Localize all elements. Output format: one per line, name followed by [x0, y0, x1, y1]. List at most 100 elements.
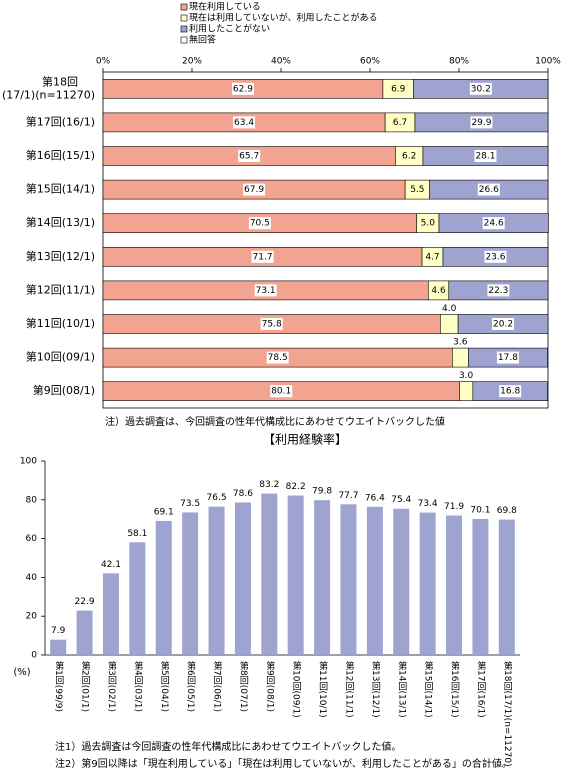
y-tick-label: 第13回(12/1) — [26, 249, 95, 263]
value-label-box — [474, 150, 497, 162]
y-tick-label: 第15回(14/1) — [26, 182, 95, 196]
bar — [261, 493, 278, 655]
value-label: 76.5 — [207, 493, 227, 503]
value-label: 62.9 — [233, 84, 253, 94]
bar-segment — [452, 347, 469, 368]
value-label-box — [251, 250, 274, 263]
bar — [234, 502, 251, 655]
y-tick-label: 第12回(11/1) — [26, 282, 95, 296]
x-tick-label: 第5回(04/1) — [159, 660, 170, 712]
value-label-box — [469, 82, 492, 95]
x-tick-label: 第9回(08/1) — [264, 660, 275, 712]
footnote: 注1）過去調査は今回調査の性年代構成比にあわせてウエイトバックした値。 — [55, 740, 401, 753]
y-tick-label: 100 — [20, 457, 37, 467]
value-label: 24.6 — [484, 219, 504, 229]
value-label-box — [492, 318, 515, 330]
x-tick-label: 第6回(05/1) — [185, 660, 196, 712]
bar — [393, 508, 410, 655]
value-label: 17.8 — [498, 353, 518, 363]
x-tick-label: 第12回(11/1) — [343, 660, 354, 718]
value-label: 42.1 — [101, 560, 121, 570]
x-tick-label: 20% — [182, 57, 202, 67]
y-tick-label: 第18回(17/1)(n=11270) — [2, 74, 95, 101]
footnote: 注2）第9回以降は「現在利用している」「現在は利用していないが、利用したことがあ… — [55, 757, 512, 770]
value-label-box — [266, 351, 289, 364]
legend-label: 現在利用している — [189, 1, 261, 13]
bar — [102, 573, 119, 655]
y-tick-label: 60 — [26, 534, 38, 544]
value-label: 70.1 — [470, 506, 490, 516]
value-label: 78.6 — [233, 489, 253, 499]
value-label-box — [248, 217, 271, 230]
value-label: 4.0 — [442, 304, 457, 314]
value-label: 4.7 — [425, 252, 439, 262]
value-label: 73.5 — [180, 499, 200, 509]
y-tick-label-line: (17/1)(n=11270) — [2, 88, 95, 101]
value-label: 71.9 — [444, 502, 464, 512]
value-label: 6.2 — [402, 152, 416, 162]
value-label-box — [496, 351, 519, 364]
value-label: 6.7 — [393, 118, 407, 128]
value-label: 71.7 — [253, 252, 273, 262]
value-label: 63.4 — [234, 118, 254, 128]
x-tick-label: 第11回(10/1) — [317, 660, 328, 718]
y-tick-label: 40 — [26, 573, 38, 583]
y-tick-label: 0 — [31, 651, 37, 661]
value-label-box — [484, 250, 507, 263]
bar — [50, 639, 67, 655]
y-tick-label-line: 第18回 — [42, 74, 78, 88]
value-label: 28.1 — [475, 152, 495, 162]
legend-swatch — [180, 36, 188, 44]
value-label: 7.9 — [51, 626, 66, 636]
value-label: 65.7 — [239, 152, 259, 162]
value-label-box — [487, 284, 510, 297]
value-label-box — [499, 385, 522, 398]
value-label: 80.1 — [271, 387, 291, 397]
bar — [287, 495, 304, 655]
value-label: 22.3 — [488, 286, 508, 296]
value-label: 79.8 — [312, 487, 332, 497]
value-label: 77.7 — [338, 491, 358, 501]
value-label: 16.8 — [500, 387, 520, 397]
value-label-box — [482, 217, 505, 230]
footnote: 注）過去調査は、今回調査の性年代構成比にあわせてウエイトバックした値 — [105, 415, 445, 428]
x-tick-label: 第18回(17/1)(n=11270) — [502, 660, 513, 767]
x-tick-label: 第3回(02/1) — [106, 660, 117, 712]
bar — [472, 519, 489, 655]
value-label-box — [477, 183, 500, 196]
value-label: 69.1 — [154, 507, 174, 517]
value-label: 30.2 — [471, 84, 491, 94]
x-tick-label: 第16回(15/1) — [449, 660, 460, 718]
bar — [366, 506, 383, 655]
value-label: 3.6 — [453, 338, 468, 348]
value-label: 69.8 — [497, 506, 517, 516]
y-tick-label: 80 — [26, 495, 38, 505]
x-tick-label: 80% — [449, 57, 469, 67]
value-label: 22.9 — [75, 597, 95, 607]
value-label: 26.6 — [479, 185, 499, 195]
x-tick-label: 第14回(13/1) — [396, 660, 407, 718]
x-tick-label: 第10回(09/1) — [291, 660, 302, 718]
bar-segment — [440, 314, 459, 334]
bar — [155, 520, 172, 655]
value-label: 29.9 — [471, 118, 491, 128]
value-label: 75.4 — [391, 495, 411, 505]
x-tick-label: 60% — [360, 57, 380, 67]
value-label: 73.1 — [256, 286, 276, 296]
bar — [498, 519, 515, 655]
bar-segment — [459, 381, 474, 402]
y-tick-label: 第9回(08/1) — [33, 383, 95, 397]
bar — [446, 515, 463, 655]
bar — [208, 506, 225, 655]
value-label: 6.9 — [391, 84, 406, 94]
value-label: 73.4 — [418, 499, 438, 509]
value-label-box — [243, 183, 266, 196]
x-tick-label: 第17回(16/1) — [475, 660, 486, 718]
bar — [340, 504, 357, 655]
x-tick-label: 第2回(01/1) — [80, 660, 91, 712]
value-label: 78.5 — [268, 353, 288, 363]
y-axis-label: (%) — [13, 667, 30, 678]
y-tick-label: 第16回(15/1) — [26, 148, 95, 162]
x-tick-label: 第15回(14/1) — [423, 660, 434, 718]
value-label: 83.2 — [259, 480, 279, 490]
